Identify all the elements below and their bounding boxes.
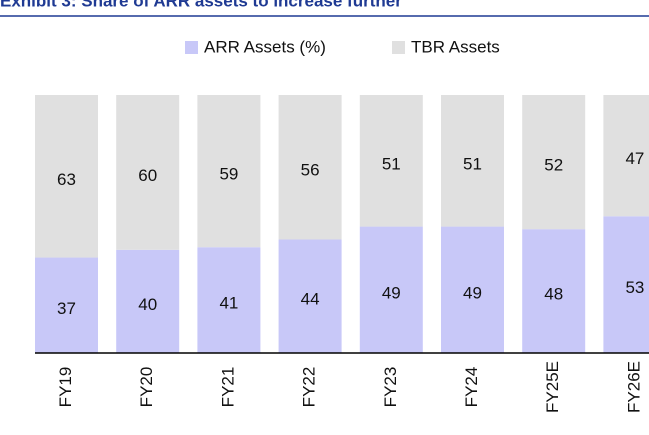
x-tick-label: FY21 [218,367,237,408]
bar-segment [603,216,649,353]
legend-swatch [185,41,198,54]
x-tick-label: FY22 [300,367,319,408]
value-label: 37 [57,299,76,318]
bar-segment [441,226,504,353]
bar-segment [278,95,342,240]
bar-segment [603,95,649,217]
x-tick-label: FY19 [56,367,75,408]
bar-segment [441,95,504,227]
x-tick-label: FY23 [381,367,400,408]
bar-segment [359,95,423,227]
value-label: 56 [301,161,320,180]
value-label: 41 [219,294,238,313]
x-tick-label: FY20 [137,367,156,408]
value-label: 60 [138,166,157,185]
legend-label: ARR Assets (%) [204,37,326,56]
value-label: 49 [463,283,482,302]
value-label: 48 [544,285,563,304]
bar-segment [278,239,342,353]
x-tick-label: FY26E [624,361,643,413]
bar-segment [359,226,423,353]
bar-segment [197,247,261,353]
x-tick-label: FY25E [543,361,562,413]
bar-segment [116,249,180,353]
value-label: 47 [625,149,644,168]
value-label: 51 [463,154,482,173]
value-label: 51 [382,154,401,173]
value-label: 40 [138,295,157,314]
value-label: 63 [57,170,76,189]
value-label: 53 [625,278,644,297]
value-label: 52 [544,156,563,175]
x-tick-label: FY24 [462,367,481,408]
value-label: 49 [382,283,401,302]
legend-label: TBR Assets [411,37,500,56]
chart-title: Exhibit 3: Share of ARR assets to increa… [0,0,402,10]
bar-segment [522,95,586,230]
legend-swatch [392,41,405,54]
bar-segment [522,229,586,353]
bar-segment [197,95,261,248]
value-label: 44 [301,290,320,309]
bar-segment [35,257,98,353]
bar-segment [116,95,180,250]
value-label: 59 [219,165,238,184]
bar-segment [35,95,98,258]
